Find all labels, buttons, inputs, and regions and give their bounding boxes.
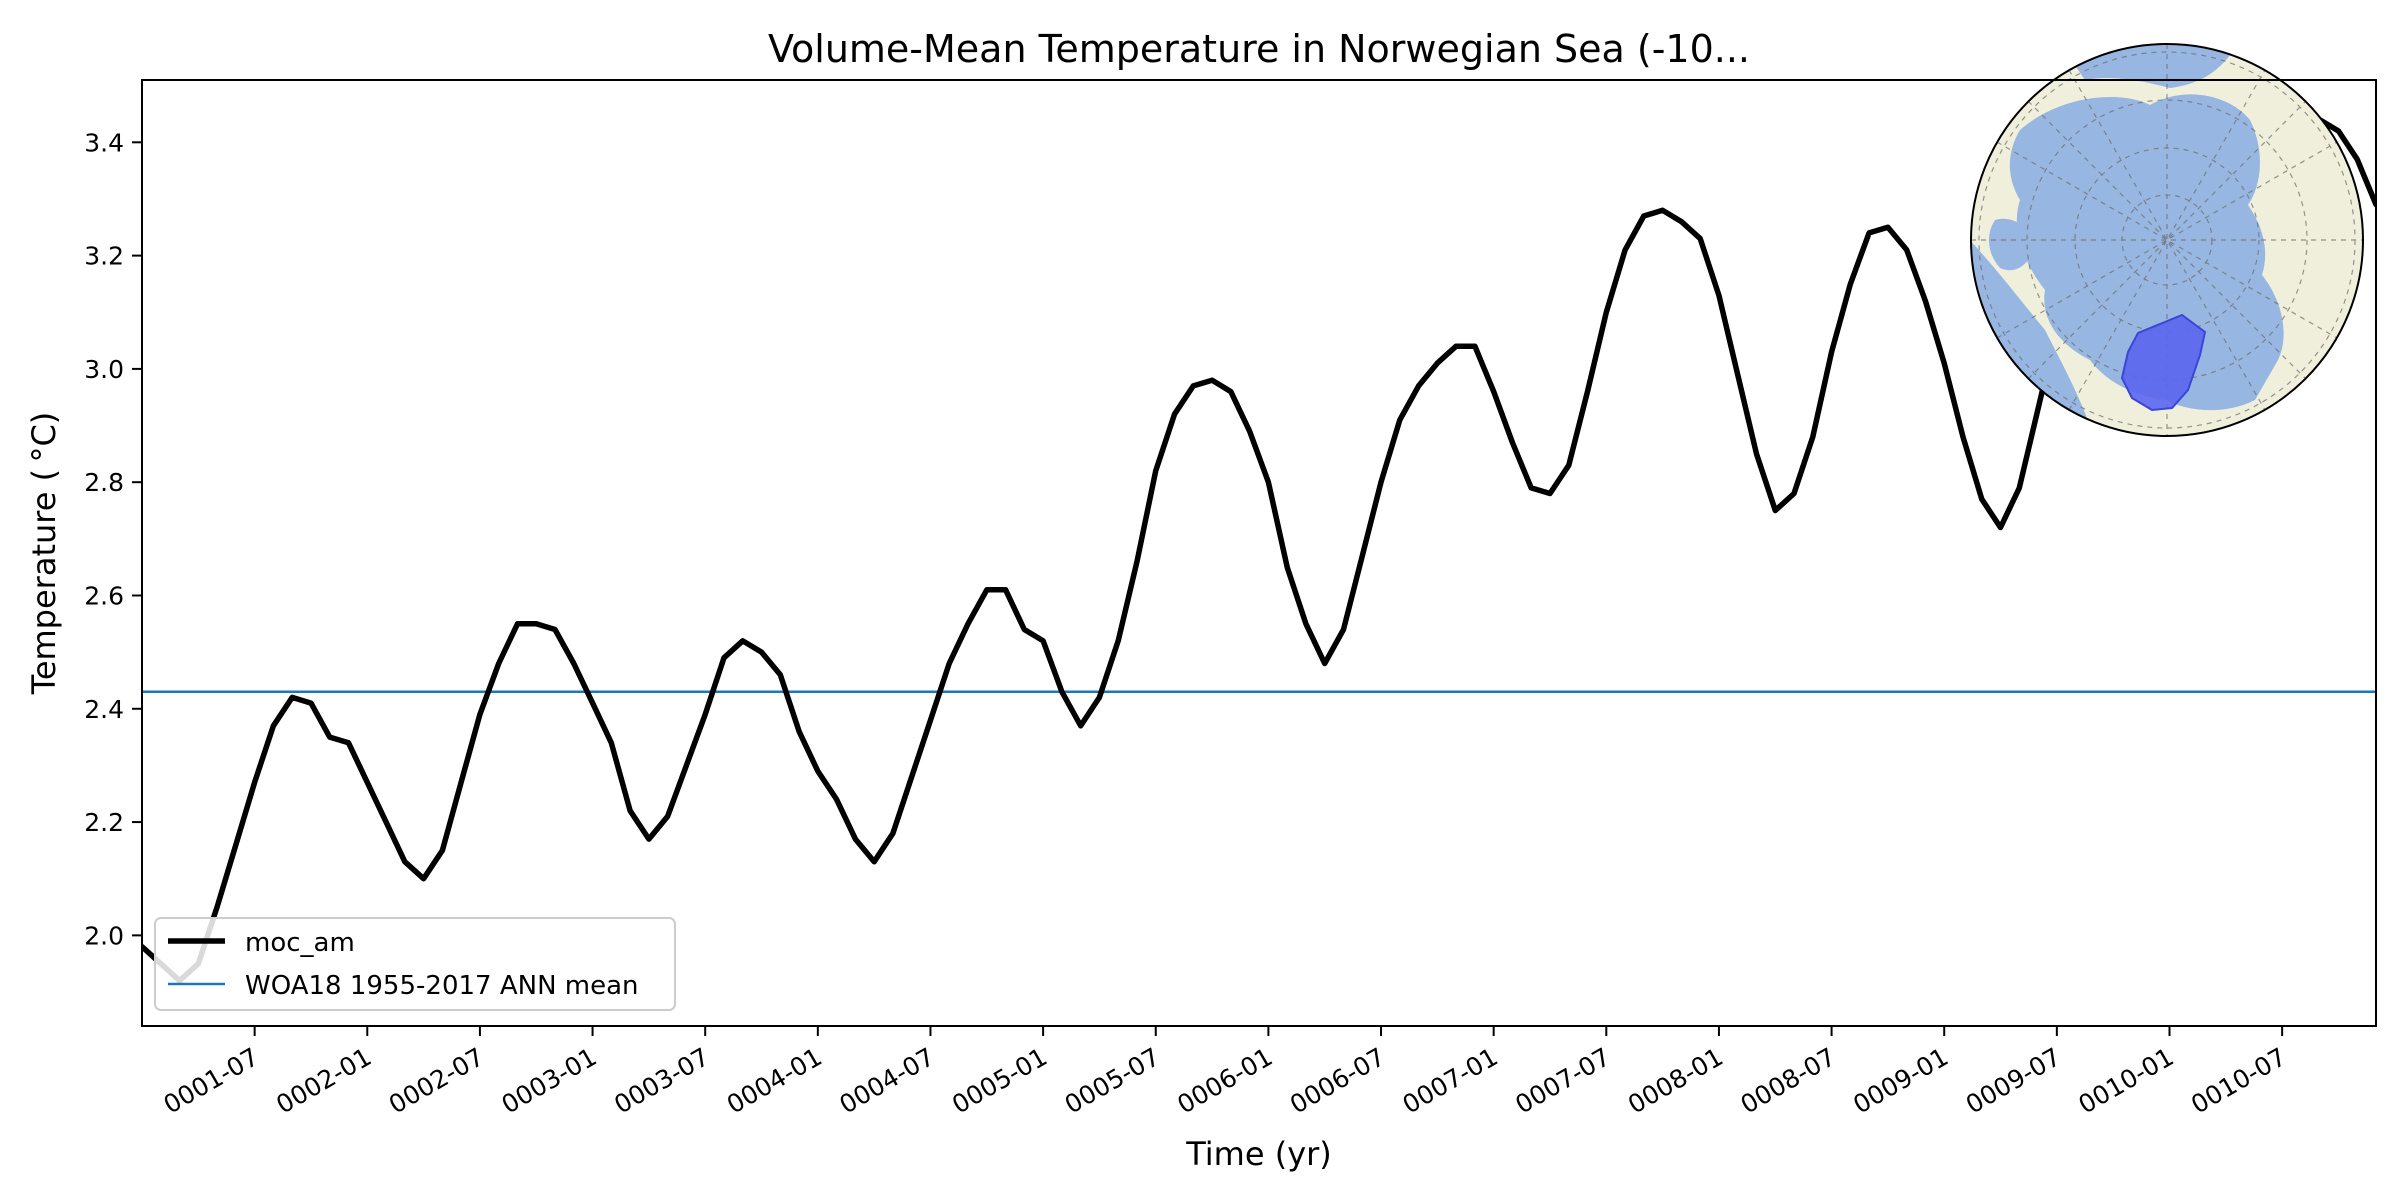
y-axis-label: Temperature ( °C) [25, 412, 63, 696]
y-tick-label: 3.4 [84, 128, 124, 157]
x-tick-label: 0009-07 [1961, 1042, 2066, 1119]
y-tick-label: 2.2 [84, 808, 124, 837]
region-locator-map [1970, 43, 2364, 437]
y-tick-label: 3.0 [84, 355, 124, 384]
x-tick-label: 0005-01 [947, 1042, 1052, 1119]
map-ocean-baffin [1988, 218, 2035, 271]
x-tick-label: 0007-01 [1398, 1042, 1503, 1119]
y-tick-label: 3.2 [84, 242, 124, 271]
plot-area-frame [141, 79, 2377, 1027]
y-axis: 2.0 2.2 2.4 2.6 2.8 3.0 3.2 3.4 [84, 128, 142, 950]
x-tick-label: 0002-07 [384, 1042, 489, 1119]
x-tick-label: 0003-01 [497, 1042, 602, 1119]
y-tick-label: 2.0 [84, 921, 124, 950]
x-tick-label: 0003-07 [609, 1042, 714, 1119]
y-tick-label: 2.8 [84, 468, 124, 497]
series-line-moc-am [142, 99, 2376, 984]
x-tick-label: 0010-07 [2186, 1042, 2291, 1119]
legend-label-moc-am: moc_am [245, 928, 355, 958]
legend-label-woa18: WOA18 1955-2017 ANN mean [245, 971, 639, 1001]
x-tick-label: 0010-01 [2074, 1042, 2179, 1119]
y-tick-label: 2.6 [84, 581, 124, 610]
x-tick-label: 0002-01 [271, 1042, 376, 1119]
x-tick-label: 0007-07 [1510, 1042, 1615, 1119]
x-tick-label: 0008-07 [1736, 1042, 1841, 1119]
x-tick-label: 0001-07 [159, 1042, 264, 1119]
x-axis: 0001-07 0002-01 0002-07 0003-01 0003-07 0004-… [159, 1026, 2291, 1119]
x-tick-label: 0006-01 [1172, 1042, 1277, 1119]
map-region-norwegian-sea [2120, 313, 2207, 412]
x-tick-label: 0009-01 [1848, 1042, 1953, 1119]
x-tick-label: 0004-07 [834, 1042, 939, 1119]
legend: moc_am WOA18 1955-2017 ANN mean [154, 917, 676, 1011]
x-tick-label: 0006-07 [1285, 1042, 1390, 1119]
x-tick-label: 0004-01 [722, 1042, 827, 1119]
x-tick-label: 0005-07 [1060, 1042, 1165, 1119]
x-tick-label: 0008-01 [1623, 1042, 1728, 1119]
x-axis-label: Time (yr) [1185, 1135, 1332, 1173]
y-tick-label: 2.4 [84, 695, 124, 724]
chart-title: Volume-Mean Temperature in Norwegian Sea… [768, 27, 1750, 71]
